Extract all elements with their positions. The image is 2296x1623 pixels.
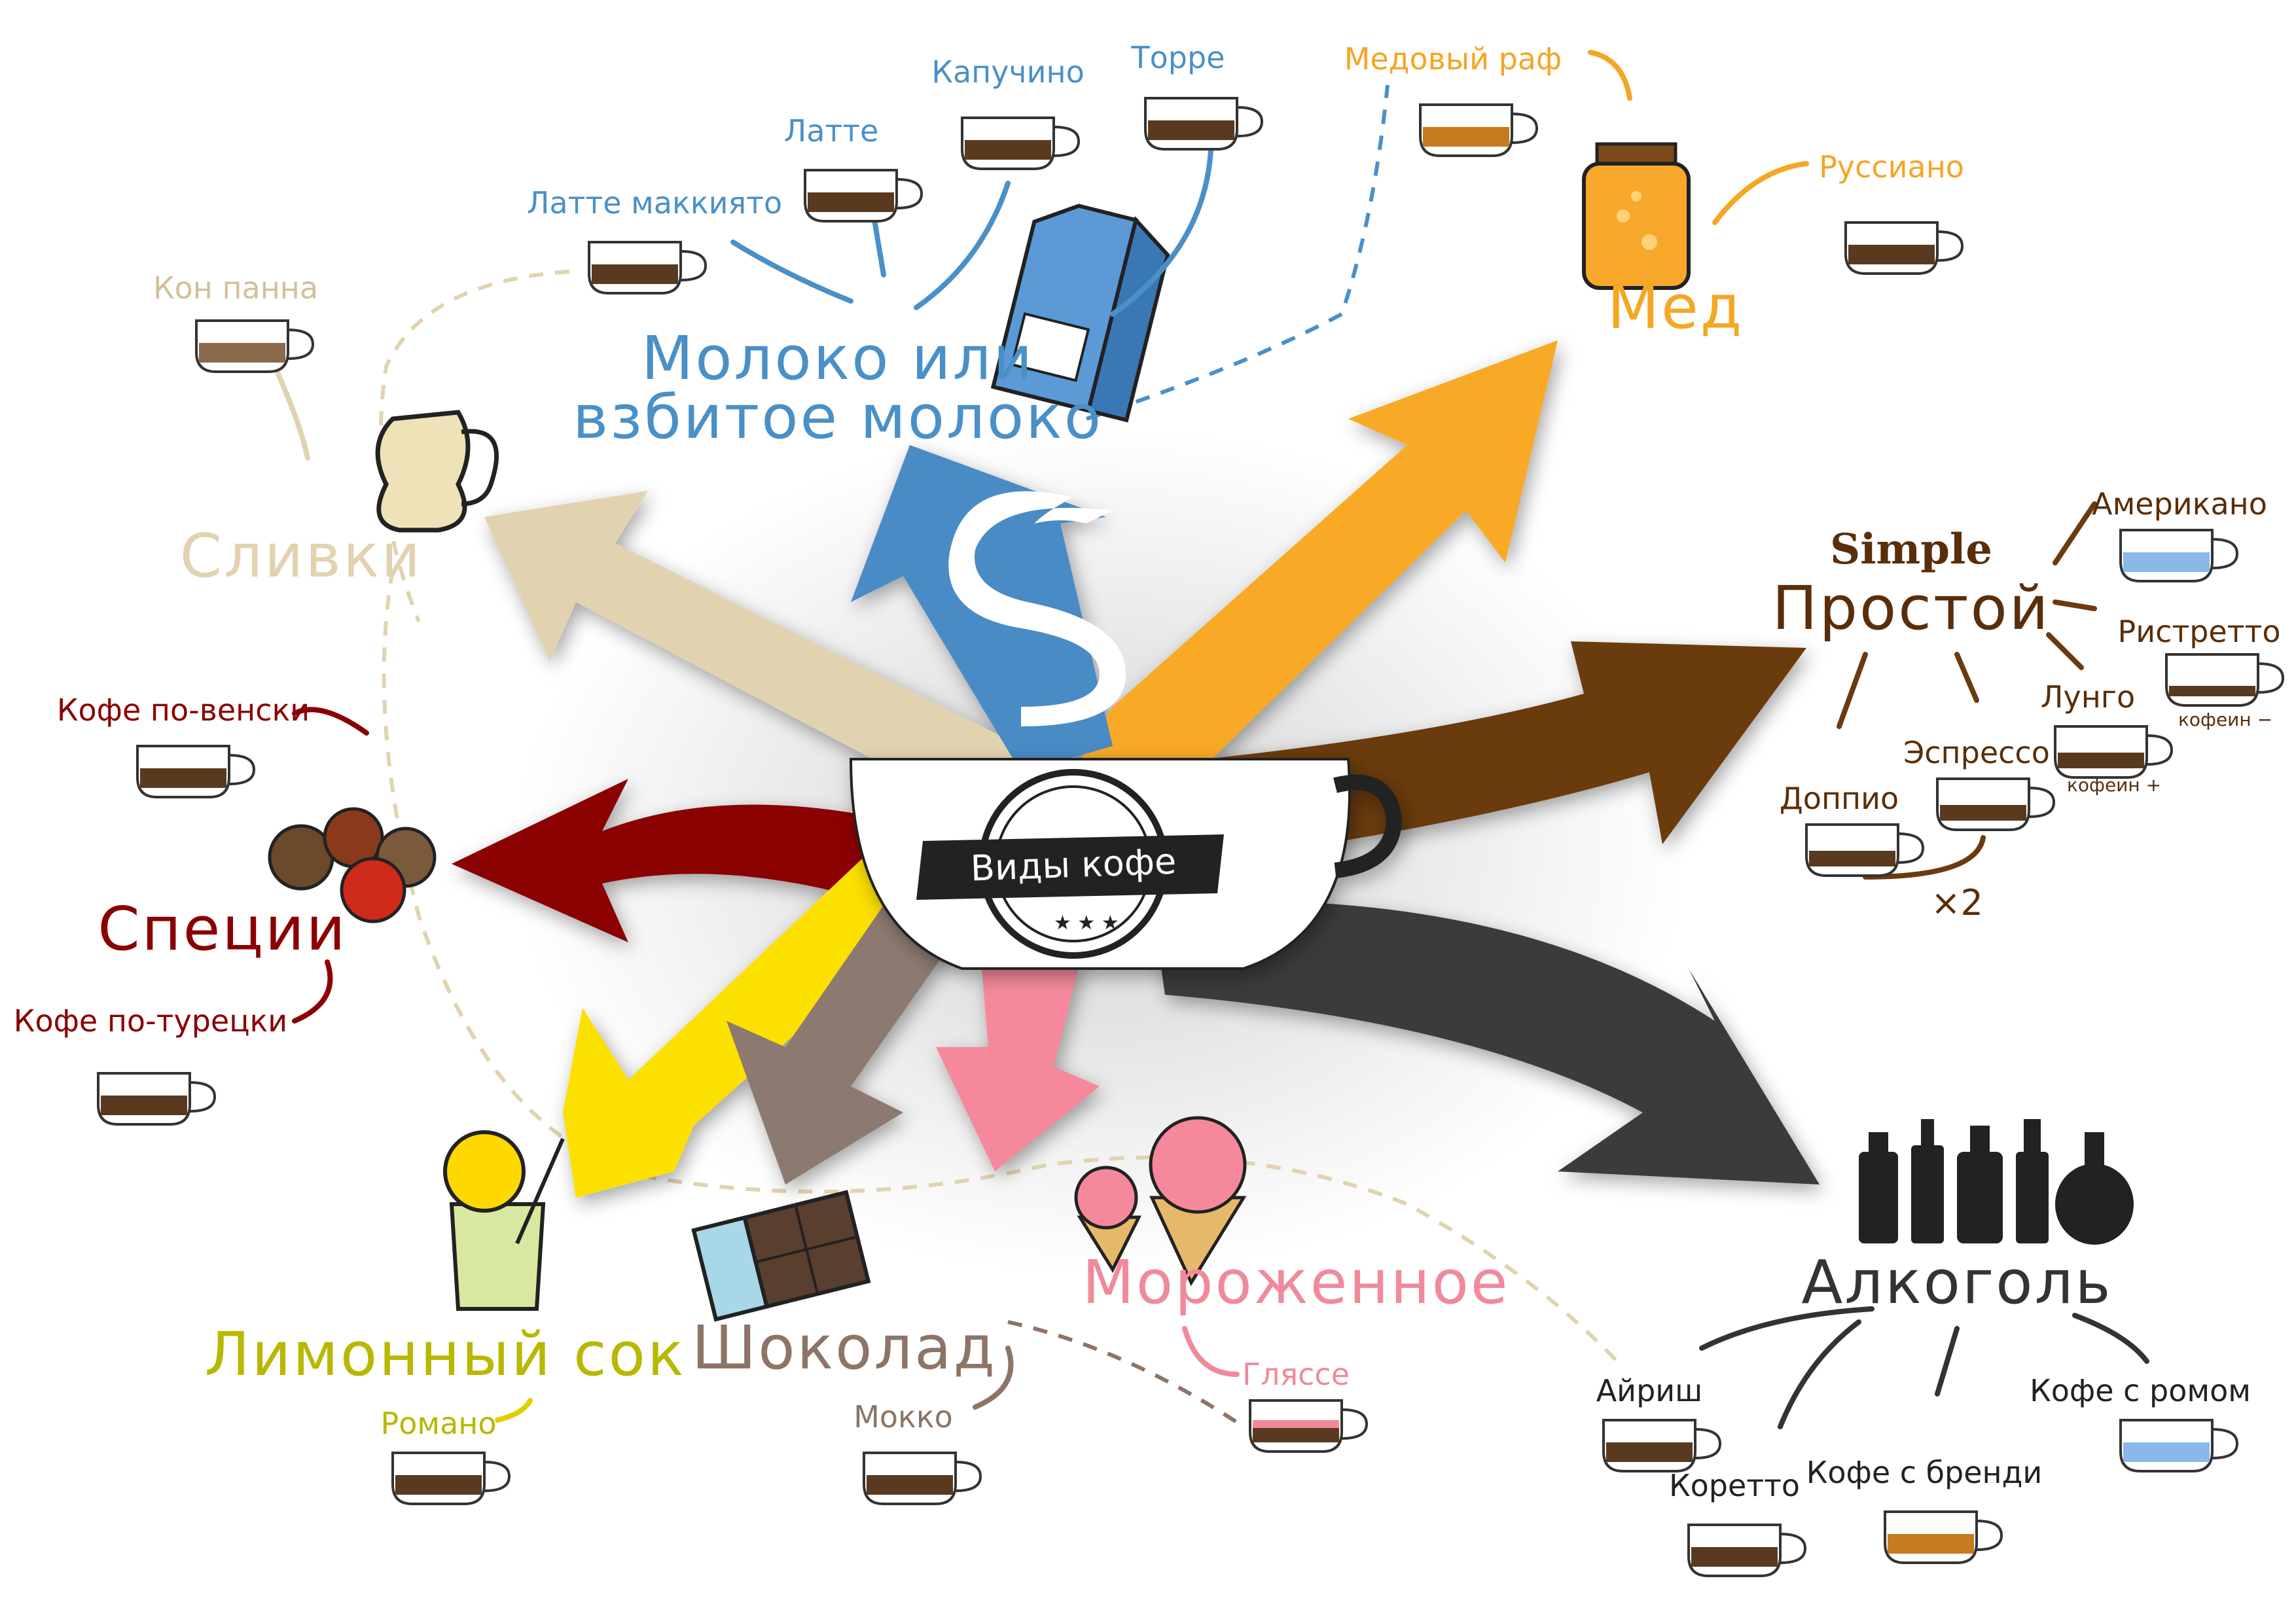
arrow-alcohol	[1152, 901, 1820, 1185]
spices-icon	[268, 807, 437, 923]
lemonade-icon	[443, 1130, 565, 1311]
milk-carton-icon	[990, 204, 1170, 423]
drink-cups	[97, 97, 2284, 1577]
cream-jug-icon	[375, 410, 499, 533]
honey-jar-icon	[1582, 142, 1691, 290]
svg-text:★ ★ ★: ★ ★ ★	[1054, 912, 1119, 935]
arrow-cream	[484, 491, 1073, 838]
bottles-icon	[1859, 1119, 2134, 1245]
arrow-spices	[452, 779, 982, 942]
badge-stars-icon: ★ ★ ★	[916, 769, 1224, 959]
ice-cream-icon	[1074, 1116, 1247, 1287]
arrow-chocolate	[726, 877, 975, 1185]
chocolate-bar-icon	[691, 1190, 871, 1322]
steam-s-icon	[948, 491, 1126, 726]
arrow-honey	[1073, 340, 1558, 805]
arrow-icecream	[936, 962, 1100, 1171]
